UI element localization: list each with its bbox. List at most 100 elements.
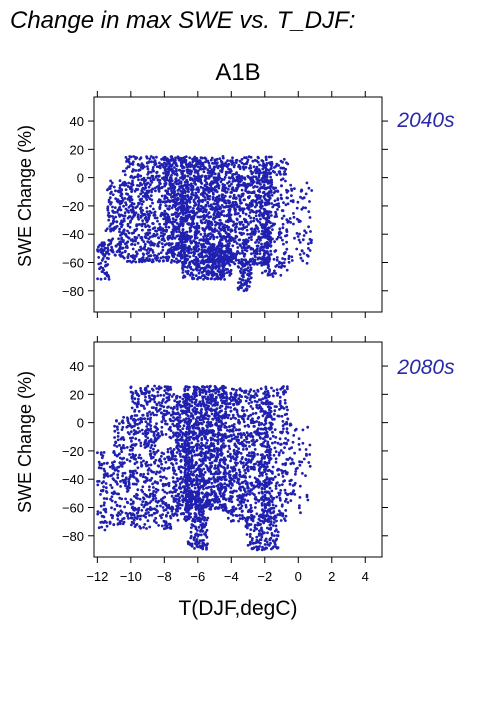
data-point: [144, 391, 148, 395]
data-point: [301, 238, 305, 242]
data-point: [249, 155, 253, 159]
data-point: [192, 216, 196, 220]
data-point: [267, 181, 271, 185]
data-point: [138, 157, 142, 161]
data-point: [223, 194, 227, 198]
data-point: [156, 481, 159, 484]
data-point: [118, 443, 121, 447]
data-point: [164, 391, 168, 395]
data-point: [139, 207, 142, 211]
data-point: [267, 155, 271, 159]
data-point: [143, 443, 146, 446]
data-point: [131, 436, 135, 440]
data-point: [103, 277, 107, 280]
data-point: [144, 395, 147, 399]
data-point: [275, 256, 279, 259]
data-point: [190, 235, 194, 239]
data-point: [152, 512, 156, 515]
data-point: [198, 167, 202, 171]
data-point: [178, 477, 182, 481]
data-point: [209, 203, 213, 207]
data-point: [115, 492, 119, 496]
data-point: [210, 481, 214, 485]
data-point: [118, 186, 122, 190]
data-point: [176, 477, 179, 480]
data-point: [124, 188, 128, 192]
data-point: [163, 209, 167, 213]
data-point: [151, 234, 155, 238]
data-point: [290, 187, 293, 191]
data-point: [134, 206, 138, 210]
data-point: [163, 413, 167, 416]
data-point: [175, 221, 179, 225]
data-point: [126, 229, 129, 233]
data-point: [151, 251, 155, 254]
data-point: [273, 199, 277, 203]
data-point: [166, 406, 169, 409]
data-point: [179, 189, 183, 193]
data-point: [163, 194, 167, 198]
data-point: [208, 175, 211, 179]
data-point: [126, 419, 130, 423]
data-point: [203, 198, 207, 202]
data-point: [146, 417, 150, 421]
data-point: [254, 229, 257, 233]
data-point: [137, 506, 141, 510]
data-point: [196, 529, 199, 532]
data-point: [309, 230, 312, 233]
data-point: [104, 482, 108, 485]
data-point: [160, 466, 163, 470]
data-point: [186, 511, 190, 514]
data-point: [275, 258, 279, 262]
data-point: [193, 547, 196, 550]
data-point: [99, 248, 102, 252]
data-point: [100, 270, 104, 273]
data-point: [120, 188, 123, 191]
data-point: [126, 489, 130, 492]
data-point: [172, 431, 175, 435]
data-point: [205, 193, 209, 197]
data-point: [187, 214, 191, 217]
data-point: [144, 438, 148, 442]
data-point: [181, 266, 184, 270]
data-point: [139, 474, 142, 477]
data-point: [211, 266, 215, 270]
data-point: [216, 277, 220, 281]
data-point: [191, 276, 194, 279]
data-point: [180, 239, 184, 243]
data-point: [218, 265, 221, 268]
data-point: [105, 256, 109, 260]
data-point: [186, 174, 190, 178]
data-point: [199, 185, 203, 189]
data-point: [252, 216, 256, 220]
data-point: [257, 241, 261, 244]
data-point: [119, 200, 123, 204]
data-point: [207, 211, 211, 215]
data-point: [248, 202, 252, 206]
data-point: [227, 208, 231, 212]
data-point: [151, 166, 155, 169]
data-point: [172, 454, 175, 458]
data-point: [193, 155, 197, 159]
data-point: [116, 431, 120, 435]
data-point: [180, 246, 184, 250]
data-point: [149, 463, 153, 467]
data-point: [210, 412, 214, 416]
data-point: [111, 209, 115, 213]
data-point: [168, 165, 171, 168]
data-point: [229, 195, 232, 198]
data-point: [136, 223, 140, 227]
data-point: [133, 189, 137, 193]
data-point: [225, 225, 229, 229]
data-point: [169, 516, 173, 520]
data-point: [140, 238, 144, 242]
data-point: [139, 444, 143, 448]
data-point: [212, 202, 216, 206]
data-point: [163, 524, 167, 527]
data-point: [166, 219, 170, 222]
data-point: [240, 283, 244, 286]
data-point: [252, 219, 256, 223]
data-point: [133, 444, 137, 447]
